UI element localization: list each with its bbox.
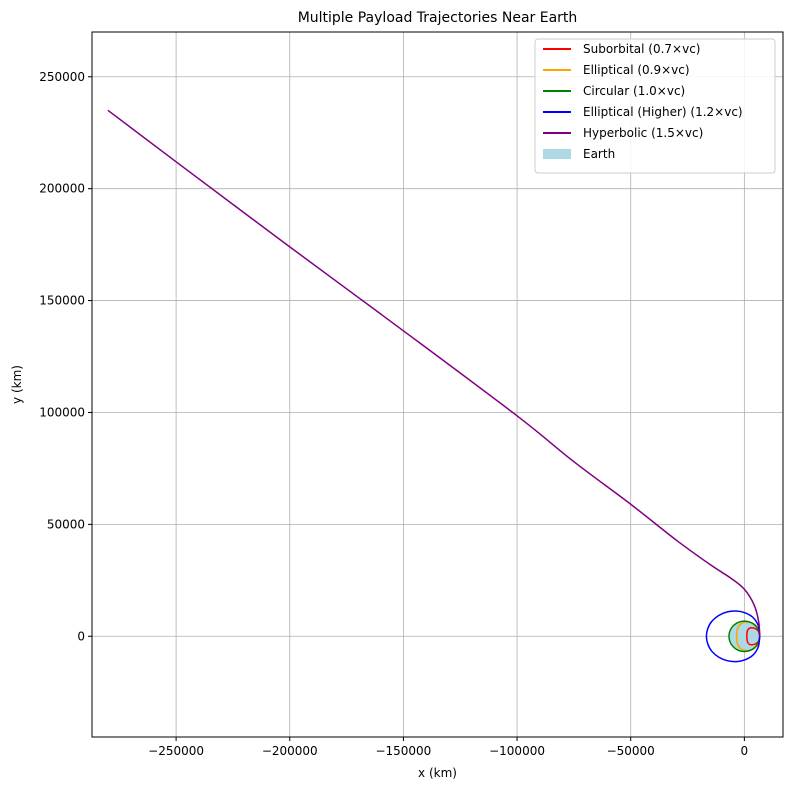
earth-disc (729, 622, 759, 651)
x-tick-label: −200000 (262, 744, 318, 758)
plot-area (107, 109, 761, 663)
x-axis-label: x (km) (418, 766, 457, 780)
legend-label: Circular (1.0×vc) (583, 84, 685, 98)
y-tick-label: 150000 (39, 294, 85, 308)
legend-label: Earth (583, 147, 615, 161)
x-tick-label: −250000 (148, 744, 204, 758)
legend-label: Elliptical (0.9×vc) (583, 63, 690, 77)
x-tick-label: −50000 (607, 744, 655, 758)
legend-label: Hyperbolic (1.5×vc) (583, 126, 703, 140)
chart-title: Multiple Payload Trajectories Near Earth (298, 10, 578, 26)
series-line-2 (728, 620, 761, 653)
x-tick-label: −100000 (489, 744, 545, 758)
y-axis-label: y (km) (10, 365, 24, 404)
legend: Suborbital (0.7×vc) Elliptical (0.9×vc) Ci… (534, 38, 776, 174)
legend-box (534, 38, 776, 174)
y-tick-label: 50000 (47, 517, 85, 531)
axis-ticks: −250000 −200000 −150000 −100000 −50000 0 0 5000… (39, 70, 748, 758)
y-tick-label: 250000 (39, 70, 85, 84)
plot-frame (91, 31, 784, 738)
grid (92, 32, 783, 737)
y-tick-label: 200000 (39, 182, 85, 196)
y-tick-label: 100000 (39, 405, 85, 419)
series-line-3 (705, 610, 761, 663)
x-tick-label: −150000 (375, 744, 431, 758)
legend-label: Suborbital (0.7×vc) (583, 42, 700, 56)
series-line-0 (746, 627, 761, 646)
series-line-4 (107, 109, 761, 637)
legend-swatch (543, 149, 571, 159)
series-layer (107, 109, 761, 663)
y-tick-label: 0 (77, 629, 85, 643)
x-tick-label: 0 (741, 744, 749, 758)
legend-label: Elliptical (Higher) (1.2×vc) (583, 105, 743, 119)
